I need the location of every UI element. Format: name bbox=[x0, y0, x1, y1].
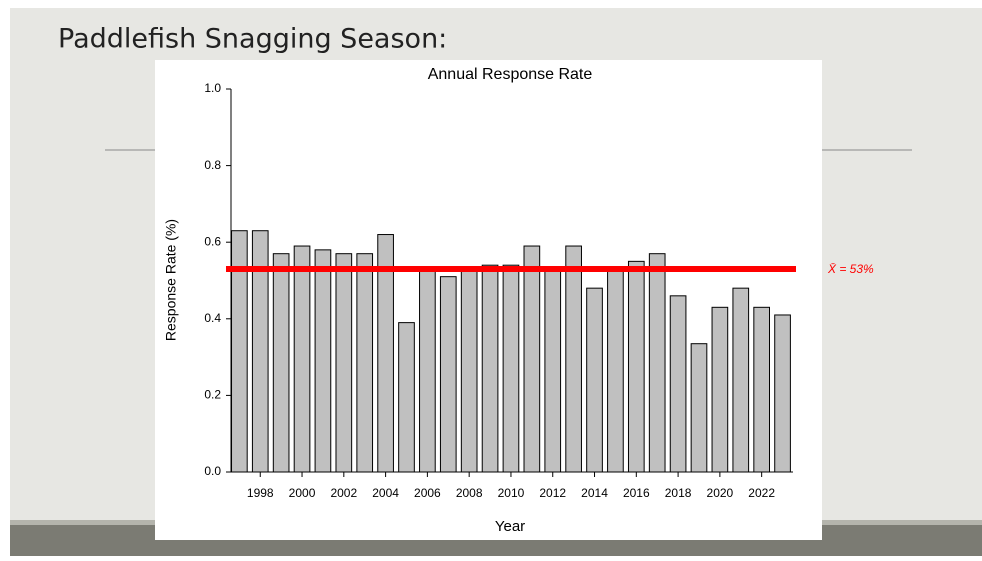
slide-title: Paddlefish Snagging Season: bbox=[58, 24, 447, 55]
x-tick-label: 1998 bbox=[247, 486, 274, 500]
bar bbox=[565, 245, 582, 473]
bar bbox=[690, 343, 708, 473]
bar bbox=[774, 314, 791, 473]
y-tick-label: 1.0 bbox=[204, 81, 221, 95]
x-tick-label: 2020 bbox=[707, 486, 734, 500]
bar bbox=[753, 306, 770, 473]
bar bbox=[419, 268, 436, 473]
bar bbox=[544, 268, 562, 473]
y-tick-label: 0.8 bbox=[204, 158, 221, 172]
x-tick-label: 2000 bbox=[289, 486, 316, 500]
y-tick-label: 0.6 bbox=[204, 234, 221, 248]
bar bbox=[627, 260, 645, 473]
x-tick-label: 2002 bbox=[330, 486, 357, 500]
x-tick-label: 2006 bbox=[414, 486, 441, 500]
y-tick-label: 0.4 bbox=[204, 311, 221, 325]
x-tick-label: 2004 bbox=[372, 486, 399, 500]
bar bbox=[523, 245, 541, 473]
chart-title: Annual Response Rate bbox=[428, 66, 593, 83]
bar bbox=[398, 322, 415, 473]
bar bbox=[460, 268, 478, 473]
x-tick-label: 2008 bbox=[456, 486, 483, 500]
x-tick-label: 2022 bbox=[748, 486, 775, 500]
x-tick-label: 2016 bbox=[623, 486, 650, 500]
x-tick-label: 2012 bbox=[539, 486, 566, 500]
bar bbox=[272, 253, 290, 473]
y-tick-label: 0.2 bbox=[204, 388, 221, 402]
bar bbox=[711, 306, 729, 473]
bar bbox=[314, 249, 332, 473]
bar bbox=[293, 245, 311, 473]
bar bbox=[669, 295, 687, 473]
bar bbox=[586, 287, 603, 473]
y-axis-label: Response Rate (%) bbox=[163, 219, 179, 341]
y-tick-label: 0.0 bbox=[204, 464, 221, 478]
bar bbox=[648, 253, 666, 473]
bar bbox=[607, 268, 624, 473]
bar bbox=[481, 264, 499, 473]
x-tick-label: 2010 bbox=[498, 486, 525, 500]
x-axis-label: Year bbox=[495, 518, 525, 535]
bar bbox=[439, 276, 457, 473]
bar bbox=[335, 253, 353, 473]
bar bbox=[732, 287, 750, 473]
x-tick-label: 2014 bbox=[581, 486, 608, 500]
bar bbox=[502, 264, 520, 473]
mean-label: X̄ = 53% bbox=[827, 262, 874, 276]
x-tick-label: 2018 bbox=[665, 486, 692, 500]
bar bbox=[356, 253, 374, 473]
